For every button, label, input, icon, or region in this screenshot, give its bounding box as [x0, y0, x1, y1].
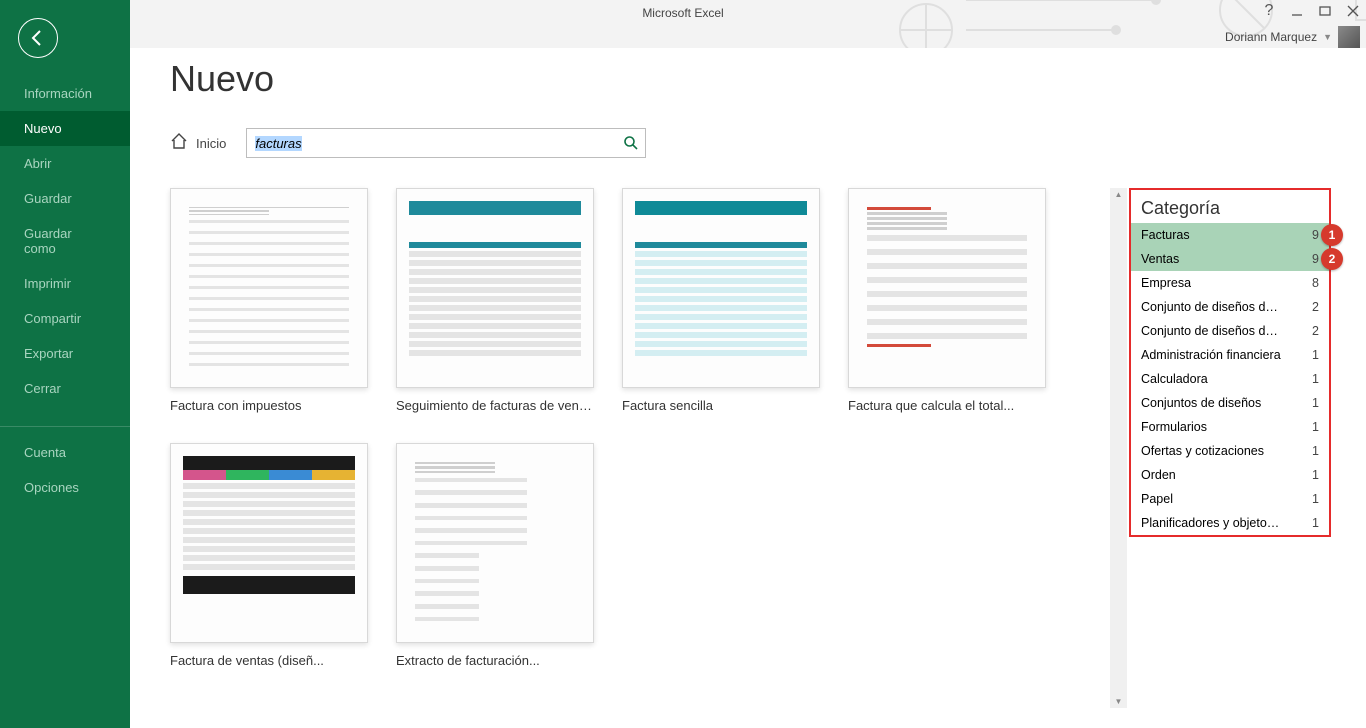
template-caption: Factura de ventas (diseñ... — [170, 653, 368, 668]
backstage-sidebar: InformaciónNuevoAbrirGuardarGuardar como… — [0, 0, 130, 728]
category-item[interactable]: Conjunto de diseños de deg... 2 — [1131, 319, 1329, 343]
category-count: 1 — [1312, 396, 1319, 410]
template-gallery: Factura con impuestos Seguimiento de fact… — [170, 188, 1110, 708]
help-button[interactable]: ? — [1262, 4, 1276, 18]
category-count: 8 — [1312, 276, 1319, 290]
category-label: Formularios — [1141, 420, 1207, 434]
back-button[interactable] — [18, 18, 58, 58]
category-count: 1 — [1312, 492, 1319, 506]
template-caption: Seguimiento de facturas de ventas — [396, 398, 594, 413]
category-count: 1 — [1312, 372, 1319, 386]
category-panel: Categoría Facturas 9 1 Ventas 9 2 Empresa 8 Conj… — [1129, 188, 1331, 537]
page-title: Nuevo — [170, 58, 1356, 100]
main-content: Nuevo Inicio Factura con impuestos Seguim… — [130, 48, 1366, 728]
template-card[interactable]: Extracto de facturación... — [396, 443, 594, 668]
template-thumbnail — [170, 188, 368, 388]
category-count: 1 — [1312, 468, 1319, 482]
scroll-down-icon[interactable]: ▼ — [1115, 697, 1123, 706]
app-title: Microsoft Excel — [642, 6, 723, 20]
title-bar: Microsoft Excel ? Doriann Marquez ▼ — [0, 0, 1366, 48]
search-row: Inicio — [170, 128, 1356, 158]
template-card[interactable]: Factura sencilla — [622, 188, 820, 413]
category-count: 9 — [1312, 228, 1319, 242]
annotation-marker: 1 — [1321, 224, 1343, 246]
category-label: Calculadora — [1141, 372, 1208, 386]
user-name[interactable]: Doriann Marquez — [1225, 30, 1317, 44]
category-item[interactable]: Ventas92 — [1131, 247, 1329, 271]
template-card[interactable]: Seguimiento de facturas de ventas — [396, 188, 594, 413]
search-input[interactable] — [247, 136, 617, 151]
scroll-up-icon[interactable]: ▲ — [1115, 190, 1123, 199]
category-label: Ofertas y cotizaciones — [1141, 444, 1264, 458]
template-caption: Factura con impuestos — [170, 398, 368, 413]
category-label: Conjunto de diseños de deg... — [1141, 300, 1281, 314]
sidebar-item-información[interactable]: Información — [0, 76, 130, 111]
category-label: Orden — [1141, 468, 1176, 482]
sidebar-item-imprimir[interactable]: Imprimir — [0, 266, 130, 301]
search-box — [246, 128, 646, 158]
template-thumbnail — [170, 443, 368, 643]
category-count: 9 — [1312, 252, 1319, 266]
category-count: 1 — [1312, 516, 1319, 530]
category-item[interactable]: Conjuntos de diseños 1 — [1131, 391, 1329, 415]
category-item[interactable]: Conjunto de diseños de deg... 2 — [1131, 295, 1329, 319]
home-label[interactable]: Inicio — [196, 136, 226, 151]
category-item[interactable]: Calculadora 1 — [1131, 367, 1329, 391]
sidebar-item-guardar[interactable]: Guardar — [0, 181, 130, 216]
gallery-scrollbar[interactable]: ▲ ▼ — [1110, 188, 1127, 708]
sidebar-item-nuevo[interactable]: Nuevo — [0, 111, 130, 146]
template-thumbnail — [848, 188, 1046, 388]
close-button[interactable] — [1346, 4, 1360, 18]
sidebar-item-opciones[interactable]: Opciones — [0, 470, 130, 505]
minimize-button[interactable] — [1290, 4, 1304, 18]
category-label: Ventas — [1141, 252, 1179, 266]
user-avatar[interactable] — [1338, 26, 1360, 48]
category-label: Empresa — [1141, 276, 1191, 290]
search-button[interactable] — [617, 129, 645, 157]
category-count: 2 — [1312, 300, 1319, 314]
category-item[interactable]: Facturas91 — [1131, 223, 1329, 247]
category-item[interactable]: Orden 1 — [1131, 463, 1329, 487]
template-caption: Factura que calcula el total... — [848, 398, 1046, 413]
category-label: Conjunto de diseños de deg... — [1141, 324, 1281, 338]
restore-button[interactable] — [1318, 4, 1332, 18]
category-label: Conjuntos de diseños — [1141, 396, 1261, 410]
category-item[interactable]: Administración financiera 1 — [1131, 343, 1329, 367]
home-icon[interactable] — [170, 132, 188, 155]
template-thumbnail — [622, 188, 820, 388]
user-dropdown-icon[interactable]: ▼ — [1323, 32, 1332, 42]
category-label: Facturas — [1141, 228, 1190, 242]
sidebar-menu: InformaciónNuevoAbrirGuardarGuardar como… — [0, 76, 130, 505]
sidebar-item-compartir[interactable]: Compartir — [0, 301, 130, 336]
template-card[interactable]: Factura que calcula el total... — [848, 188, 1046, 413]
category-label: Papel — [1141, 492, 1173, 506]
category-item[interactable]: Formularios 1 — [1131, 415, 1329, 439]
category-item[interactable]: Papel 1 — [1131, 487, 1329, 511]
template-caption: Extracto de facturación... — [396, 653, 594, 668]
category-item[interactable]: Planificadores y objetos de... 1 — [1131, 511, 1329, 535]
category-title: Categoría — [1131, 190, 1329, 223]
category-list: Facturas 9 1 Ventas 9 2 Empresa 8 Conjunto de di… — [1131, 223, 1329, 535]
template-caption: Factura sencilla — [622, 398, 820, 413]
category-count: 1 — [1312, 444, 1319, 458]
category-label: Planificadores y objetos de... — [1141, 516, 1281, 530]
category-item[interactable]: Ofertas y cotizaciones 1 — [1131, 439, 1329, 463]
template-thumbnail — [396, 443, 594, 643]
category-label: Administración financiera — [1141, 348, 1281, 362]
template-thumbnail — [396, 188, 594, 388]
annotation-marker: 2 — [1321, 248, 1343, 270]
template-card[interactable]: Factura con impuestos — [170, 188, 368, 413]
sidebar-item-guardar-como[interactable]: Guardar como — [0, 216, 130, 266]
category-count: 2 — [1312, 324, 1319, 338]
template-card[interactable]: Factura de ventas (diseñ... — [170, 443, 368, 668]
sidebar-item-cerrar[interactable]: Cerrar — [0, 371, 130, 406]
sidebar-item-abrir[interactable]: Abrir — [0, 146, 130, 181]
sidebar-item-cuenta[interactable]: Cuenta — [0, 426, 130, 470]
category-count: 1 — [1312, 348, 1319, 362]
category-count: 1 — [1312, 420, 1319, 434]
sidebar-item-exportar[interactable]: Exportar — [0, 336, 130, 371]
category-item[interactable]: Empresa 8 — [1131, 271, 1329, 295]
